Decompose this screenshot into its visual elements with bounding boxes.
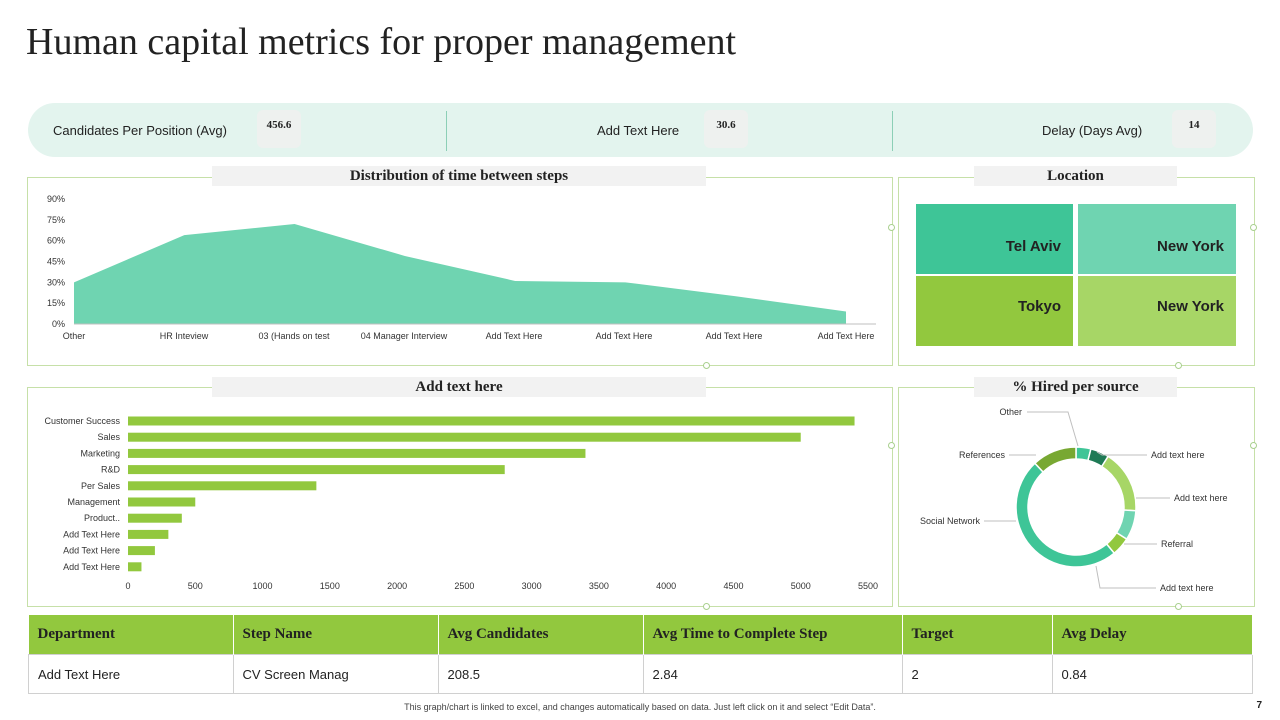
- panel-handle: [703, 362, 710, 369]
- location-cell-tokyo: Tokyo: [916, 276, 1073, 346]
- cell-target: 2: [901, 654, 1053, 694]
- page-number: 7: [1256, 700, 1262, 711]
- kpi-label-candidates: Candidates Per Position (Avg): [53, 123, 227, 138]
- header-step-name: Step Name: [233, 615, 439, 655]
- header-avg-delay: Avg Delay: [1052, 615, 1253, 655]
- panel-handle: [1250, 224, 1257, 231]
- header-department: Department: [28, 615, 234, 655]
- header-target: Target: [902, 615, 1053, 655]
- table-row: Add Text Here CV Screen Manag 208.5 2.84…: [28, 654, 1253, 694]
- table-header-row: Department Step Name Avg Candidates Avg …: [28, 615, 1253, 655]
- panel-handle: [888, 442, 895, 449]
- metrics-table: Department Step Name Avg Candidates Avg …: [28, 615, 1253, 694]
- cell-avg-delay: 0.84: [1051, 654, 1253, 694]
- location-cell-tel-aviv: Tel Aviv: [916, 204, 1073, 274]
- kpi-divider: [446, 111, 447, 151]
- location-cell-new-york: New York: [1078, 204, 1236, 274]
- kpi-label-middle: Add Text Here: [597, 123, 680, 138]
- panel-handle: [1175, 603, 1182, 610]
- donut-title: % Hired per source: [974, 377, 1177, 397]
- kpi-bar: Candidates Per Position (Avg) 456.6 Add …: [28, 103, 1253, 157]
- page-title: Human capital metrics for proper managem…: [26, 21, 737, 63]
- kpi-value-candidates: 456.6: [257, 110, 301, 148]
- cell-department: Add Text Here: [28, 654, 234, 694]
- header-avg-candidates: Avg Candidates: [438, 615, 644, 655]
- kpi-divider: [892, 111, 893, 151]
- kpi-value-delay: 14: [1172, 110, 1216, 148]
- location-title: Location: [974, 166, 1177, 186]
- location-cell-new-york-2: New York: [1078, 276, 1236, 346]
- bar-chart-title: Add text here: [212, 377, 706, 397]
- distribution-panel: [27, 177, 893, 366]
- cell-avg-time: 2.84: [642, 654, 903, 694]
- cell-step-name: CV Screen Manag: [232, 654, 439, 694]
- bar-panel: [27, 387, 893, 607]
- panel-handle: [703, 603, 710, 610]
- kpi-label-delay: Delay (Days Avg): [1042, 123, 1143, 138]
- footer-note: This graph/chart is linked to excel, and…: [404, 702, 876, 712]
- panel-handle: [888, 224, 895, 231]
- panel-handle: [1175, 362, 1182, 369]
- panel-handle: [1250, 442, 1257, 449]
- donut-panel: [898, 387, 1255, 607]
- cell-avg-candidates: 208.5: [437, 654, 644, 694]
- distribution-title: Distribution of time between steps: [212, 166, 706, 186]
- kpi-value-middle: 30.6: [704, 110, 748, 148]
- header-avg-time: Avg Time to Complete Step: [643, 615, 903, 655]
